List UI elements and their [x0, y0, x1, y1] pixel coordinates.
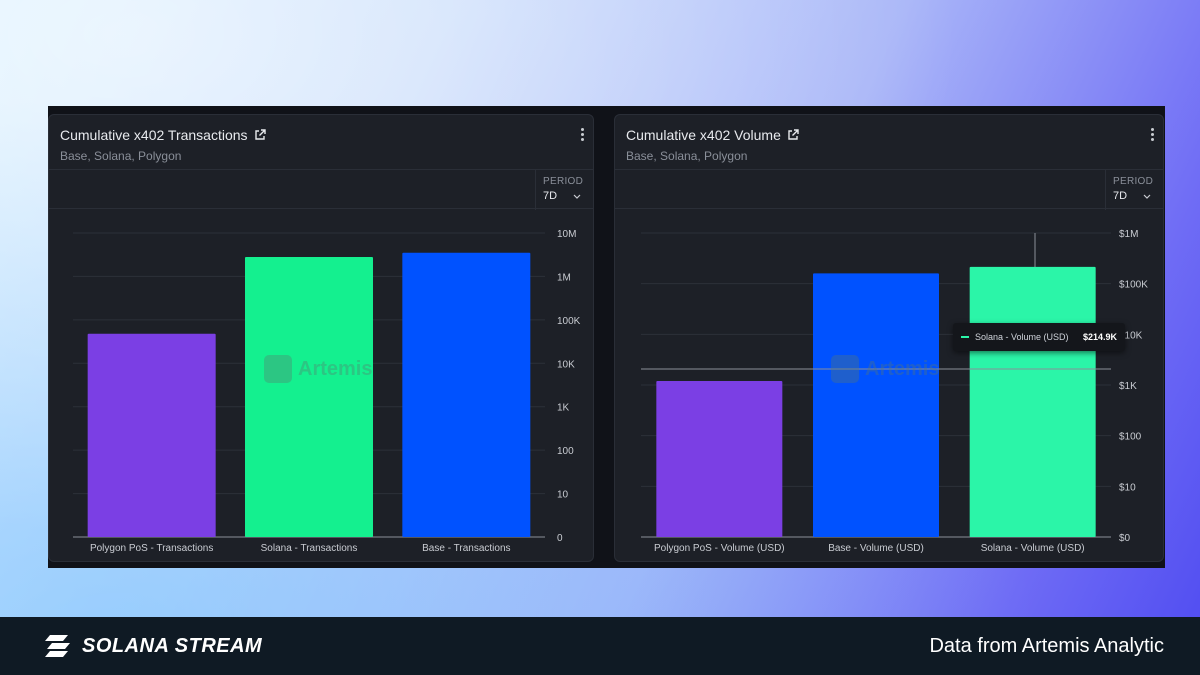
bar — [813, 273, 939, 537]
y-tick-label: 10M — [557, 229, 576, 240]
period-value: 7D — [1113, 190, 1128, 202]
transactions-bar-chart: 0 10 100 1K 10K 100K 1M 10M Polygon PoS - Transa… — [73, 229, 581, 554]
x-tick-label: Polygon PoS - Transactions — [90, 543, 213, 554]
y-tick-label: $0 — [1119, 533, 1131, 544]
bar — [245, 257, 373, 537]
brand-name: SOLANA STREAM — [82, 634, 263, 657]
chart-toolbar: PERIOD 7D — [615, 169, 1163, 210]
artemis-logo-icon — [831, 355, 859, 383]
period-label: PERIOD — [1113, 176, 1154, 187]
y-tick-label: $1M — [1119, 229, 1138, 240]
footer-bar: SOLANA STREAM Data from Artemis Analytic — [0, 617, 1200, 675]
y-tick-label: 100K — [557, 316, 581, 327]
tooltip-swatch — [961, 336, 969, 338]
artemis-logo-icon — [264, 355, 292, 383]
period-label: PERIOD — [543, 176, 584, 187]
external-link-icon[interactable] — [787, 129, 799, 141]
solana-stream-logo-icon — [45, 635, 70, 657]
y-tick-label: $100K — [1119, 280, 1148, 291]
tooltip-value: $214.9K — [1082, 332, 1117, 342]
card-title: Cumulative x402 Transactions — [60, 127, 266, 143]
y-tick-label: 0 — [557, 533, 563, 544]
transactions-card: Cumulative x402 Transactions Base, Solan… — [48, 114, 594, 562]
chart-toolbar: PERIOD 7D — [49, 169, 593, 210]
watermark-text: Artemis — [865, 357, 940, 380]
y-tick-label: $10 — [1119, 482, 1136, 493]
bar — [402, 252, 531, 537]
x-tick-label: Base - Transactions — [422, 543, 510, 554]
volume-title: Cumulative x402 Volume — [626, 127, 781, 143]
artemis-watermark: Artemis — [831, 355, 939, 383]
y-tick-label: 100 — [557, 446, 574, 457]
y-tick-label: 10 — [557, 490, 569, 501]
chevron-down-icon — [1143, 194, 1151, 199]
x-tick-label: Solana - Transactions — [261, 543, 358, 554]
external-link-icon[interactable] — [254, 129, 266, 141]
more-menu-icon[interactable] — [1149, 128, 1155, 144]
y-tick-label: 1K — [557, 403, 570, 414]
y-tick-label: $1K — [1119, 381, 1137, 392]
y-tick-label: $100 — [1119, 432, 1142, 443]
brand: SOLANA STREAM — [44, 631, 262, 661]
more-menu-icon[interactable] — [579, 128, 585, 144]
y-tick-label: $10K — [1119, 330, 1143, 341]
bar — [656, 380, 783, 537]
transactions-title: Cumulative x402 Transactions — [60, 127, 248, 143]
bar — [87, 333, 216, 537]
period-select[interactable]: PERIOD 7D — [1105, 170, 1163, 210]
period-select[interactable]: PERIOD 7D — [535, 170, 593, 210]
hover-tooltip: Solana - Volume (USD) $214.9K — [953, 323, 1125, 351]
card-subtitle: Base, Solana, Polygon — [60, 149, 182, 163]
x-tick-label: Base - Volume (USD) — [828, 543, 924, 554]
x-tick-label: Polygon PoS - Volume (USD) — [654, 543, 785, 554]
bar — [969, 266, 1096, 537]
artemis-watermark: Artemis — [264, 355, 372, 383]
tooltip-label: Solana - Volume (USD) — [975, 332, 1069, 342]
data-source-note: Data from Artemis Analytic — [929, 635, 1164, 657]
chevron-down-icon — [573, 194, 581, 199]
watermark-text: Artemis — [298, 357, 373, 380]
x-tick-label: Solana - Volume (USD) — [981, 543, 1085, 554]
card-title: Cumulative x402 Volume — [626, 127, 799, 143]
volume-card: Cumulative x402 Volume Base, Solana, Pol… — [614, 114, 1164, 562]
period-value: 7D — [543, 190, 558, 202]
card-subtitle: Base, Solana, Polygon — [626, 149, 748, 163]
dashboard-panel: Cumulative x402 Transactions Base, Solan… — [48, 106, 1165, 568]
volume-bar-chart: $0 $10 $100 $1K $10K $100K $1M Polygon PoS - Vo… — [641, 229, 1148, 554]
y-tick-label: 10K — [557, 359, 575, 370]
y-tick-label: 1M — [557, 272, 571, 283]
